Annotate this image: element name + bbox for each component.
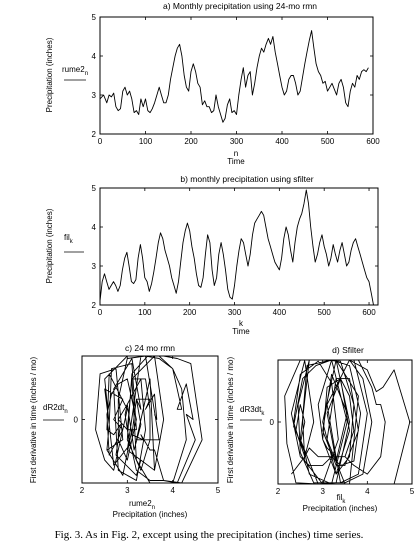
panel-d-ylabel: First derivative in time (inches / mo) [226, 357, 235, 484]
panel-d-phase-trajectory [284, 360, 411, 484]
panel-b-xtick-label: 0 [98, 308, 103, 317]
panel-a-xtick-label: 600 [366, 137, 380, 146]
panel-a-ytick-label: 2 [92, 130, 97, 139]
panel-b-title: b) monthly precipitation using sfilter [180, 174, 313, 184]
panel-b-xtick-label: 200 [183, 308, 197, 317]
panel-c-ytick-label: 0 [74, 416, 79, 425]
panel-c: c) 24 mo rmn 2 3 4 5 0 First derivative in t… [29, 343, 221, 519]
panel-c-ylabel: First derivative in time (inches / mo) [29, 357, 38, 484]
panel-b-xtick-label: 100 [138, 308, 152, 317]
panel-c-legend-label: dR2dtn [43, 403, 68, 415]
panel-d-xtick-label: 4 [365, 487, 370, 496]
panel-b-ylabel: Precipitation (inches) [45, 208, 54, 283]
panel-a-legend-label: rume2n [62, 65, 88, 77]
panel-a-title: a) Monthly precipitation using 24-mo rmn [163, 1, 317, 11]
panel-a-frame [99, 16, 374, 135]
panel-a-ytick-label: 5 [92, 13, 97, 22]
panel-a-series-line [99, 30, 369, 123]
panel-a-xtick-label: 0 [98, 137, 103, 146]
panel-c-x-symbol: rume2n [129, 499, 155, 511]
panel-a-xlabel: Time [227, 157, 245, 166]
panel-b-series-line [99, 189, 374, 306]
panel-c-xtick-label: 2 [80, 486, 85, 495]
panel-d-ticks: 2 3 4 5 0 [270, 360, 415, 496]
panel-a-xtick-label: 100 [139, 137, 153, 146]
panel-b-x-symbol: k [239, 319, 244, 328]
panel-b-ytick-label: 4 [92, 223, 97, 232]
panel-d-x-symbol: filk [337, 493, 347, 505]
panel-a-xtick-label: 400 [275, 137, 289, 146]
panel-c-xtick-label: 3 [125, 486, 130, 495]
panel-d-legend-label: dR3dtk [240, 405, 265, 417]
panel-d-xtick-label: 5 [410, 487, 415, 496]
panel-a-xtick-label: 200 [184, 137, 198, 146]
panel-a-xtick-label: 300 [230, 137, 244, 146]
panel-d-ytick-label: 0 [270, 418, 275, 427]
panel-d-xtick-label: 3 [320, 487, 325, 496]
panel-c-xtick-label: 4 [170, 486, 175, 495]
panel-b-xtick-label: 300 [228, 308, 242, 317]
panel-c-title: c) 24 mo rmn [125, 343, 175, 353]
panel-c-phase-curves [95, 356, 203, 483]
panel-a-x-symbol: n [234, 149, 238, 158]
panel-b-xtick-label: 500 [318, 308, 332, 317]
panel-d-xtick-label: 2 [276, 487, 281, 496]
panel-c-phase-trajectory [95, 356, 203, 483]
panel-d-title: d) Sfilter [332, 345, 364, 355]
panel-d-phase-curves [284, 360, 411, 484]
panel-b-ytick-label: 5 [92, 184, 97, 193]
panel-b-xtick-label: 400 [273, 308, 287, 317]
panel-b-ticks: 0 100 200 300 400 500 600 2 3 4 5 [92, 184, 378, 317]
panel-a-ytick-label: 4 [92, 52, 97, 61]
panel-d-xlabel: Precipitation (inches) [303, 504, 378, 513]
panel-d: d) Sfilter 2 3 4 5 0 First derivative in tim… [226, 345, 415, 513]
panel-a-ytick-label: 3 [92, 91, 97, 100]
panel-b-xtick-label: 600 [362, 308, 376, 317]
panel-b-legend-label: filk [64, 233, 74, 245]
panel-b-ytick-label: 3 [92, 262, 97, 271]
panel-b-frame [99, 187, 379, 306]
panel-b-ytick-label: 2 [92, 301, 97, 310]
panel-c-xtick-label: 5 [216, 486, 221, 495]
panel-a-xtick-label: 500 [321, 137, 335, 146]
panel-b: b) monthly precipitation using sfilter 0… [45, 174, 379, 336]
panel-a: a) Monthly precipitation using 24-mo rmn… [45, 1, 380, 166]
figure-caption: Fig. 3. As in Fig. 2, except using the p… [55, 529, 364, 541]
panel-a-ylabel: Precipitation (inches) [45, 37, 54, 112]
panel-b-xlabel: Time [232, 327, 250, 336]
panel-a-ticks: 0 100 200 300 400 500 600 2 3 4 5 [92, 13, 381, 146]
panel-c-xlabel: Precipitation (inches) [113, 510, 188, 519]
